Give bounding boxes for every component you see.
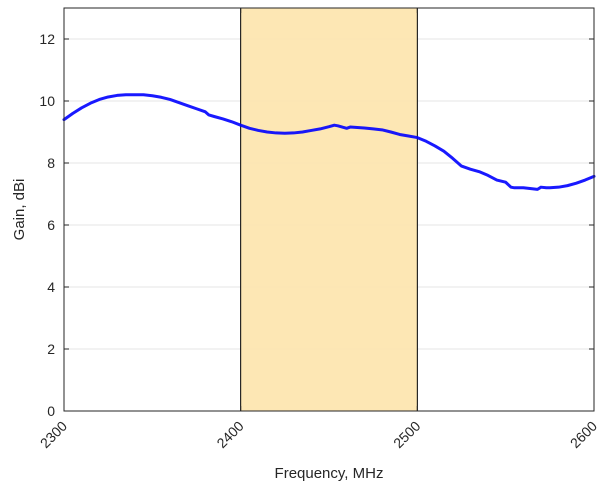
y-axis-label: Gain, dBi bbox=[11, 179, 28, 241]
highlight-band bbox=[240, 8, 418, 411]
y-tick-label: 2 bbox=[47, 341, 55, 357]
y-tick-label: 6 bbox=[47, 217, 55, 233]
series-layer bbox=[62, 93, 596, 191]
axes bbox=[63, 7, 595, 412]
y-tick-label: 10 bbox=[39, 93, 55, 109]
y-tick-label: 8 bbox=[47, 155, 55, 171]
y-tick-label: 0 bbox=[47, 403, 55, 419]
band-fill bbox=[240, 8, 418, 411]
series-line-gain bbox=[62, 93, 596, 191]
plot-frame bbox=[63, 7, 595, 412]
x-axis-label: Frequency, MHz bbox=[275, 465, 384, 482]
y-tick-label: 4 bbox=[47, 279, 55, 295]
y-tick-label: 12 bbox=[39, 31, 55, 47]
